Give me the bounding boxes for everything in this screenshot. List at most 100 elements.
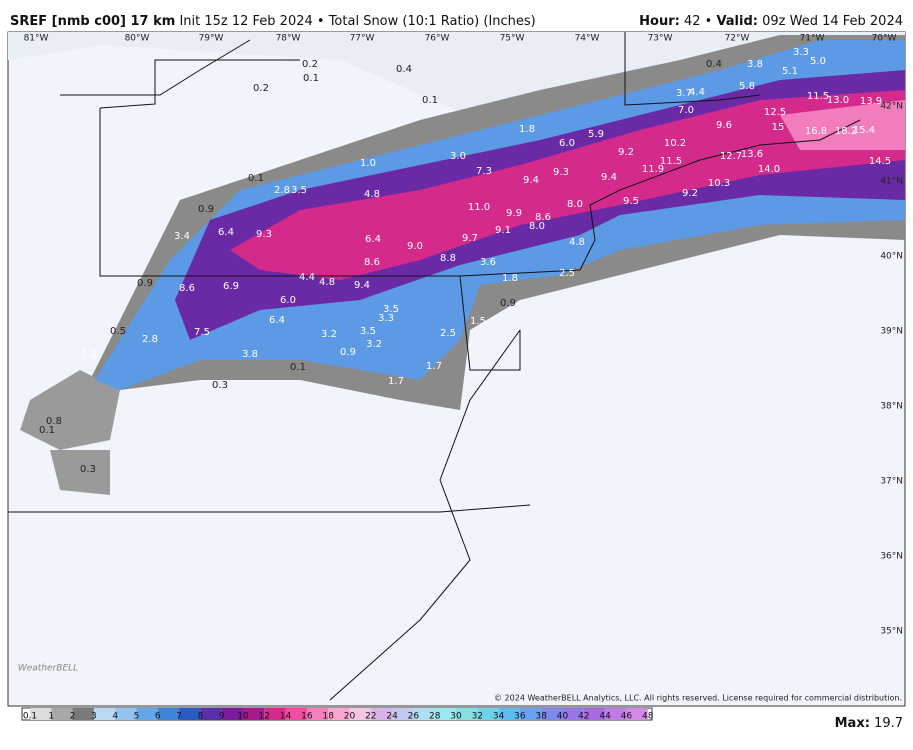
lon-label: 81°W — [24, 34, 49, 44]
grid-labels: 81°W 80°W 79°W 78°W 77°W 76°W 75°W 74°W 73°W 72°W… — [24, 34, 903, 637]
colorbar-label: 20 — [344, 712, 356, 722]
colorbar-swatch — [392, 708, 414, 720]
header-description: Init 15z 12 Feb 2024 • Total Snow (10:1 … — [175, 14, 535, 29]
colorbar-label: 7 — [176, 712, 182, 722]
snow-value: 11.5 — [807, 91, 829, 102]
colorbar-swatch — [477, 708, 499, 720]
colorbar-label: 48 — [642, 712, 654, 722]
copyright: © 2024 WeatherBELL Analytics, LLC. All r… — [494, 694, 902, 703]
lat-label: 38°N — [880, 402, 903, 412]
colorbar-label: 28 — [429, 712, 441, 722]
colorbar-label: 16 — [301, 712, 313, 722]
snow-value: 2.8 — [142, 334, 158, 345]
colorbar-swatch — [519, 708, 542, 720]
snow-value: 16.8 — [805, 126, 827, 137]
lon-label: 71°W — [800, 34, 825, 44]
colorbar-label: 0.1 — [23, 712, 37, 722]
snow-value: 0.2 — [253, 83, 269, 94]
snow-value: 6.4 — [218, 227, 234, 238]
snow-value: 9.5 — [623, 196, 639, 207]
colorbar-label: 8 — [198, 712, 204, 722]
snow-value: 9.3 — [553, 167, 569, 178]
snow-value: 9.2 — [618, 147, 634, 158]
snow-value: 2.5 — [559, 268, 575, 279]
snow-value: 18.2 — [835, 126, 857, 137]
colorbar-swatch — [264, 708, 286, 720]
snow-value: 4.4 — [689, 87, 705, 98]
colorbar-swatch — [434, 708, 456, 720]
snow-value: 7.5 — [194, 327, 210, 338]
snow-value: 5.9 — [588, 129, 604, 140]
colorbar-label: 5 — [134, 712, 140, 722]
snow-value: 6.4 — [365, 234, 381, 245]
snow-value: 15.4 — [853, 125, 875, 136]
snow-value: 3.5 — [383, 304, 399, 315]
colorbar-label: 36 — [514, 712, 526, 722]
lat-label: 42°N — [880, 102, 903, 112]
colorbar-swatch — [285, 708, 307, 720]
colorbar-swatch — [72, 708, 94, 720]
snow-value: 8.6 — [535, 212, 551, 223]
colorbar-swatch — [370, 708, 393, 720]
snow-values: 0.20.10.40.20.10.12.8 3.50.93.4 6.4 9.31.03… — [39, 47, 891, 475]
colorbar-label: 14 — [280, 712, 292, 722]
snow-value: 0.2 — [302, 59, 318, 70]
snow-value: 9.1 — [495, 225, 511, 236]
snow-value: 9.4 — [601, 172, 617, 183]
colorbar-swatch — [562, 708, 584, 720]
snow-value: 9.4 — [354, 280, 370, 291]
lat-label: 39°N — [880, 327, 903, 337]
snow-value: 0.9 — [198, 204, 214, 215]
lon-label: 80°W — [125, 34, 150, 44]
snow-value: 7.3 — [476, 166, 492, 177]
snow-value: 3.5 — [360, 326, 376, 337]
snow-value: 3.3 — [378, 313, 394, 324]
lon-label: 77°W — [350, 34, 375, 44]
colorbar-label: 10 — [237, 712, 249, 722]
lon-label: 78°W — [276, 34, 301, 44]
snow-value: 5.8 — [739, 81, 755, 92]
snow-value: 8.0 — [529, 221, 545, 232]
snow-value: 14.5 — [869, 156, 891, 167]
snow-value: 7.0 — [678, 105, 694, 116]
colorbar-label: 2 — [70, 712, 76, 722]
colorbar-swatch — [221, 708, 243, 720]
colorbar-label: 24 — [386, 712, 398, 722]
snow-value: 12.7 — [720, 151, 742, 162]
lat-label: 35°N — [880, 627, 903, 637]
snow-value: 0.1 — [39, 425, 55, 436]
snow-value: 1.8 — [502, 273, 518, 284]
colorbar-swatch — [605, 708, 627, 720]
snow-value: 11.0 — [468, 202, 490, 213]
snow-value: 5.1 — [782, 66, 798, 77]
snow-value: 11.9 — [642, 164, 664, 175]
snow-value: 13.0 — [827, 95, 849, 106]
snow-value: 0.5 — [110, 326, 126, 337]
snow-value: 0.8 — [46, 416, 62, 427]
colorbar-swatch — [243, 708, 265, 720]
snow-value: 0.3 — [80, 464, 96, 475]
snow-value: 0.9 — [500, 298, 516, 309]
lon-label: 70°W — [872, 34, 897, 44]
colorbar-label: 1 — [48, 712, 54, 722]
snow-value: 5.0 — [810, 56, 826, 67]
colorbar-label: 12 — [259, 712, 270, 722]
colorbar-swatch — [626, 708, 648, 720]
snow-value: 1.0 — [360, 158, 376, 169]
snow-value: 0.4 — [396, 64, 412, 75]
snow-value: 2.8 — [274, 185, 290, 196]
colorbar-swatch — [157, 708, 180, 720]
snow-value: 13.6 — [741, 149, 763, 160]
snow-pink — [780, 100, 905, 150]
colorbar-swatch — [413, 708, 435, 720]
colorbar-label: 30 — [450, 712, 462, 722]
snow-value: 3.5 — [291, 185, 307, 196]
colorbar-swatch — [349, 708, 371, 720]
borders — [8, 32, 861, 701]
snow-value: 4.8 — [319, 277, 335, 288]
max-value: 19.7 — [870, 716, 903, 731]
snow-value: 14.0 — [758, 164, 780, 175]
max-label: Max: — [835, 716, 870, 731]
snow-value: 12.5 — [764, 107, 786, 118]
